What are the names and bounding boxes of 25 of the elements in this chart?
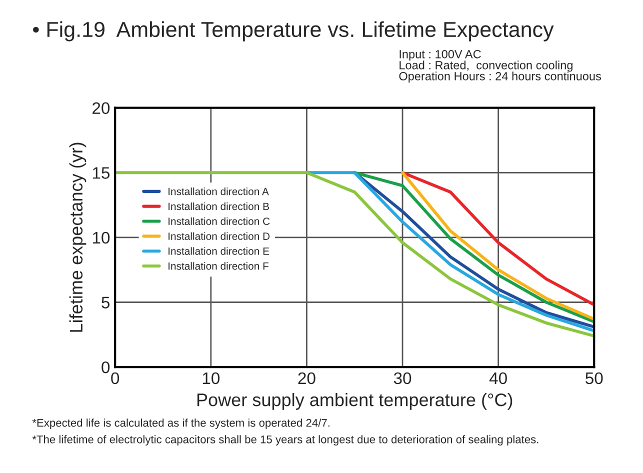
x-tick-label: 0 bbox=[111, 372, 120, 384]
x-tick-label: 20 bbox=[298, 372, 316, 384]
y-axis-title: Lifetime expectancy (yr) bbox=[69, 142, 86, 332]
text: *Expected life is calculated as if the system is operated 24/7. bbox=[32, 418, 330, 429]
y-tick-label: 15 bbox=[92, 167, 110, 179]
legend-label: Installation direction E bbox=[168, 247, 270, 255]
y-tick-label: 20 bbox=[92, 102, 110, 114]
x-tick-label: 30 bbox=[394, 372, 412, 384]
chart-title: • Fig.19 Ambient Temperature vs. Lifetime Expectancy bbox=[33, 21, 554, 42]
y-tick-label: 0 bbox=[102, 361, 110, 374]
line-series bbox=[115, 171, 594, 338]
text: *The lifetime of electrolytic capacitors shall be 15 years at longest due to deterioration of sealing plates. bbox=[32, 435, 538, 446]
x-axis-title: Power supply ambient temperature (°C) bbox=[197, 393, 512, 410]
y-tick-label: 5 bbox=[102, 296, 110, 308]
legend-label: Installation direction C bbox=[168, 217, 270, 226]
y-tick-label: 10 bbox=[92, 232, 110, 244]
x-tick-label: 40 bbox=[489, 372, 507, 384]
line-series bbox=[305, 171, 594, 332]
x-tick-label: 50 bbox=[586, 372, 603, 384]
legend-label: Installation direction D bbox=[168, 232, 270, 240]
legend-label: Installation direction B bbox=[168, 202, 269, 210]
x-tick-label: 10 bbox=[202, 372, 220, 384]
legend-label: Installation direction A bbox=[168, 188, 269, 196]
legend-label: Installation direction F bbox=[168, 262, 268, 270]
chart-subtitle: Input : 100V AC Load : Rated, convection cooling Operation Hours : 24 hours continuous bbox=[399, 50, 602, 83]
